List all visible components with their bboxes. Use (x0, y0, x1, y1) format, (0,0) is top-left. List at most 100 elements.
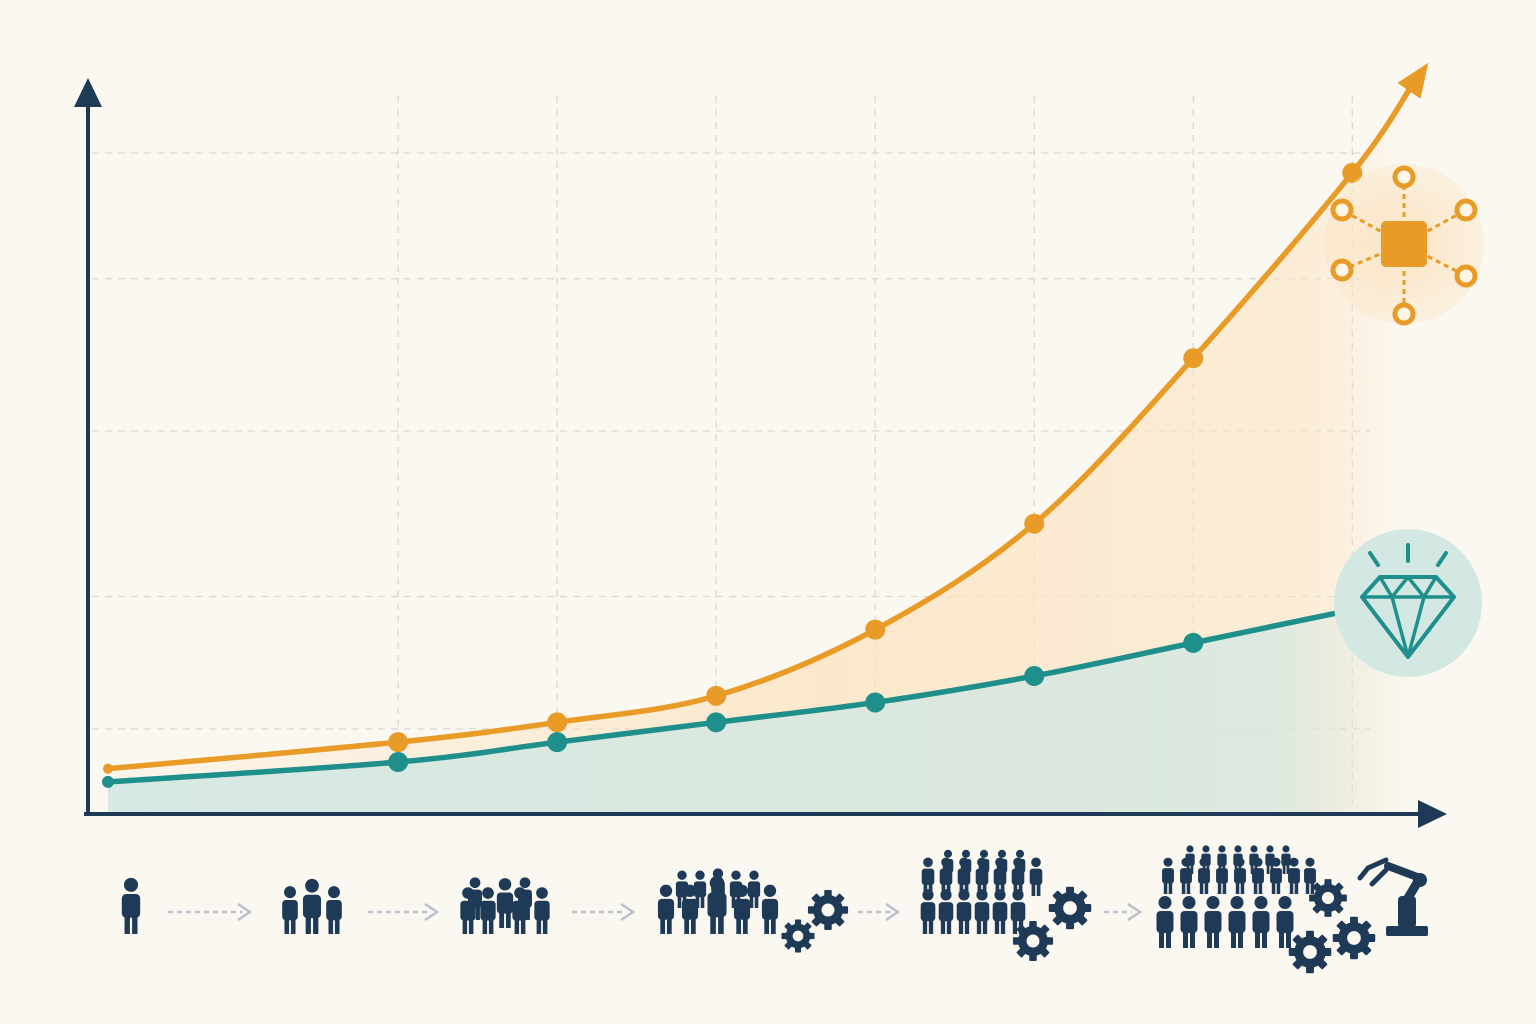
person-leg (1258, 880, 1263, 894)
person-head (1305, 857, 1315, 867)
person-figure (1304, 857, 1316, 894)
person-leg (1163, 880, 1168, 894)
person-leg (542, 916, 548, 934)
person-figure (496, 878, 514, 928)
organization-with-automation-icon (1156, 845, 1428, 974)
person-body (1252, 868, 1264, 884)
network-chip-icon (1324, 164, 1484, 326)
diamond-icon (1334, 529, 1482, 677)
person-leg (959, 881, 964, 896)
teal-data-point (388, 752, 409, 773)
person-body (975, 868, 989, 885)
person-head (959, 857, 969, 868)
person-head (462, 887, 474, 899)
person-leg (1168, 880, 1173, 894)
connector-arrow (237, 902, 253, 922)
orange-data-point (865, 619, 886, 640)
person-head (1278, 896, 1292, 909)
person-head (1012, 889, 1024, 901)
person-head (1199, 857, 1209, 867)
connector-arrow (620, 902, 636, 922)
teal-data-point (1183, 632, 1204, 653)
teal-data-point (706, 712, 727, 733)
person-head (961, 849, 971, 858)
person-leg (1253, 880, 1258, 894)
person-leg (1240, 880, 1245, 894)
person-body (1180, 868, 1192, 884)
person-leg (1181, 880, 1186, 894)
axes (74, 78, 1447, 828)
diamond-outline (1360, 575, 1456, 659)
person-head (922, 889, 934, 901)
person-head (1282, 845, 1290, 853)
person-body (534, 900, 550, 921)
person-figure (1281, 845, 1291, 874)
person-leg (1255, 929, 1260, 948)
person-body (1252, 911, 1270, 933)
person-figure (761, 884, 779, 934)
grid-lines (92, 96, 1370, 808)
person-figure (121, 877, 141, 934)
person-body (681, 898, 699, 920)
person-leg (666, 915, 672, 934)
person-figure (1180, 896, 1198, 948)
person-leg (928, 917, 934, 934)
person-figure (956, 889, 972, 934)
person-leg (946, 881, 951, 896)
person-leg (1000, 917, 1006, 934)
y-axis-arrow (74, 78, 102, 107)
person-body (480, 900, 496, 921)
chip-core (1381, 221, 1427, 267)
person-head (659, 884, 673, 897)
person-leg (764, 915, 770, 934)
person-head (749, 870, 759, 880)
person-leg (514, 916, 520, 934)
person-figure (480, 887, 496, 934)
person-leg (1217, 880, 1222, 894)
person-body (1029, 868, 1043, 885)
person-head (958, 889, 970, 901)
person-head (1217, 857, 1227, 867)
person-head (514, 887, 526, 899)
person-figure (302, 878, 322, 934)
person-leg (525, 904, 530, 920)
person-body (121, 894, 141, 918)
person-leg (1190, 929, 1195, 948)
person-leg (964, 881, 969, 896)
person-leg (1262, 929, 1267, 948)
person-leg (982, 881, 987, 896)
person-head (943, 849, 953, 858)
person-figure (1162, 857, 1174, 894)
gear-hole (1303, 945, 1317, 959)
person-figure (975, 857, 989, 896)
person-leg (1214, 929, 1219, 948)
person-figure (747, 870, 761, 908)
person-head (735, 884, 749, 897)
large-team-with-gears-icon (657, 868, 849, 953)
person-head (977, 857, 987, 868)
person-body (1180, 911, 1198, 933)
person-body (693, 881, 707, 898)
diamond-facets (1362, 575, 1454, 659)
person-head (1158, 896, 1172, 909)
person-head (498, 878, 512, 891)
person-head (1254, 896, 1268, 909)
gear-icon (1012, 920, 1054, 962)
person-leg (290, 916, 296, 934)
person-leg (1013, 881, 1018, 896)
person-leg (499, 909, 505, 928)
person-leg (1222, 880, 1227, 894)
person-leg (520, 916, 526, 934)
person-leg (132, 913, 138, 934)
person-body (1204, 911, 1222, 933)
person-head (1253, 857, 1263, 867)
person-body (1288, 868, 1300, 884)
person-body (956, 902, 972, 922)
person-leg (742, 915, 748, 934)
person-body (282, 899, 298, 921)
person-leg (1305, 880, 1310, 894)
person-leg (1310, 880, 1315, 894)
person-body (747, 881, 761, 898)
person-leg (1159, 929, 1164, 948)
person-head (1289, 857, 1299, 867)
